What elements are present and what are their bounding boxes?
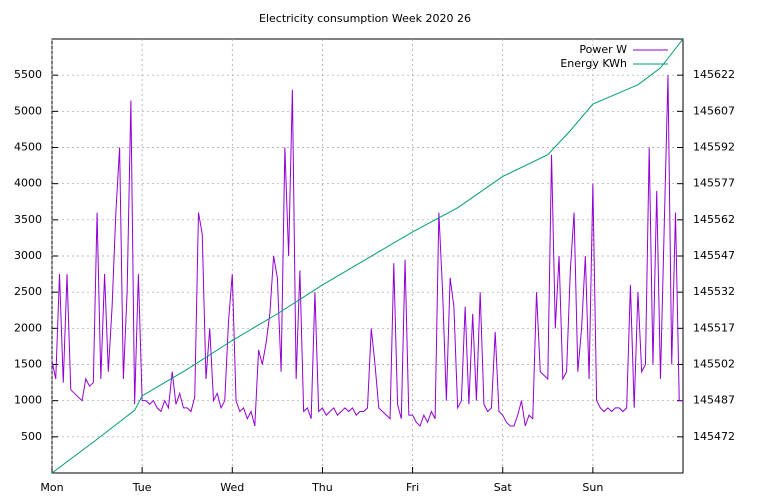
series-line — [51, 75, 683, 427]
y-tick-label: 1000 — [14, 394, 42, 407]
x-tick-label: Sun — [582, 481, 603, 494]
legend-label: Power W — [579, 43, 627, 56]
y-tick-label: 2500 — [14, 285, 42, 298]
y2-tick-label: 145487 — [693, 394, 735, 407]
series-line — [51, 38, 684, 474]
legend-label: Energy KWh — [560, 57, 627, 70]
y-tick-label: 3500 — [14, 213, 42, 226]
y2-tick-label: 145517 — [693, 321, 735, 334]
chart-title: Electricity consumption Week 2020 26 — [259, 12, 471, 25]
y2-tick-label: 145472 — [693, 430, 735, 443]
y-tick-label: 2000 — [14, 321, 42, 334]
x-tick-label: Thu — [311, 481, 333, 494]
y-tick-label: 5000 — [14, 104, 42, 117]
x-tick-label: Mon — [40, 481, 63, 494]
y-tick-label: 1500 — [14, 358, 42, 371]
y2-tick-label: 145502 — [693, 358, 735, 371]
y2-tick-label: 145577 — [693, 177, 735, 190]
y-tick-label: 5500 — [14, 68, 42, 81]
y2-tick-label: 145547 — [693, 249, 735, 262]
y-tick-label: 4000 — [14, 177, 42, 190]
y2-tick-label: 145607 — [693, 104, 735, 117]
y2-tick-label: 145622 — [693, 68, 735, 81]
x-tick-label: Wed — [220, 481, 244, 494]
x-tick-label: Fri — [406, 481, 419, 494]
y2-tick-label: 145562 — [693, 213, 735, 226]
y2-tick-label: 145592 — [693, 141, 735, 154]
y2-tick-label: 145532 — [693, 285, 735, 298]
y-tick-label: 4500 — [14, 141, 42, 154]
y-tick-label: 3000 — [14, 249, 42, 262]
x-tick-label: Tue — [132, 481, 152, 494]
y-tick-label: 500 — [21, 430, 42, 443]
x-tick-label: Sat — [494, 481, 513, 494]
